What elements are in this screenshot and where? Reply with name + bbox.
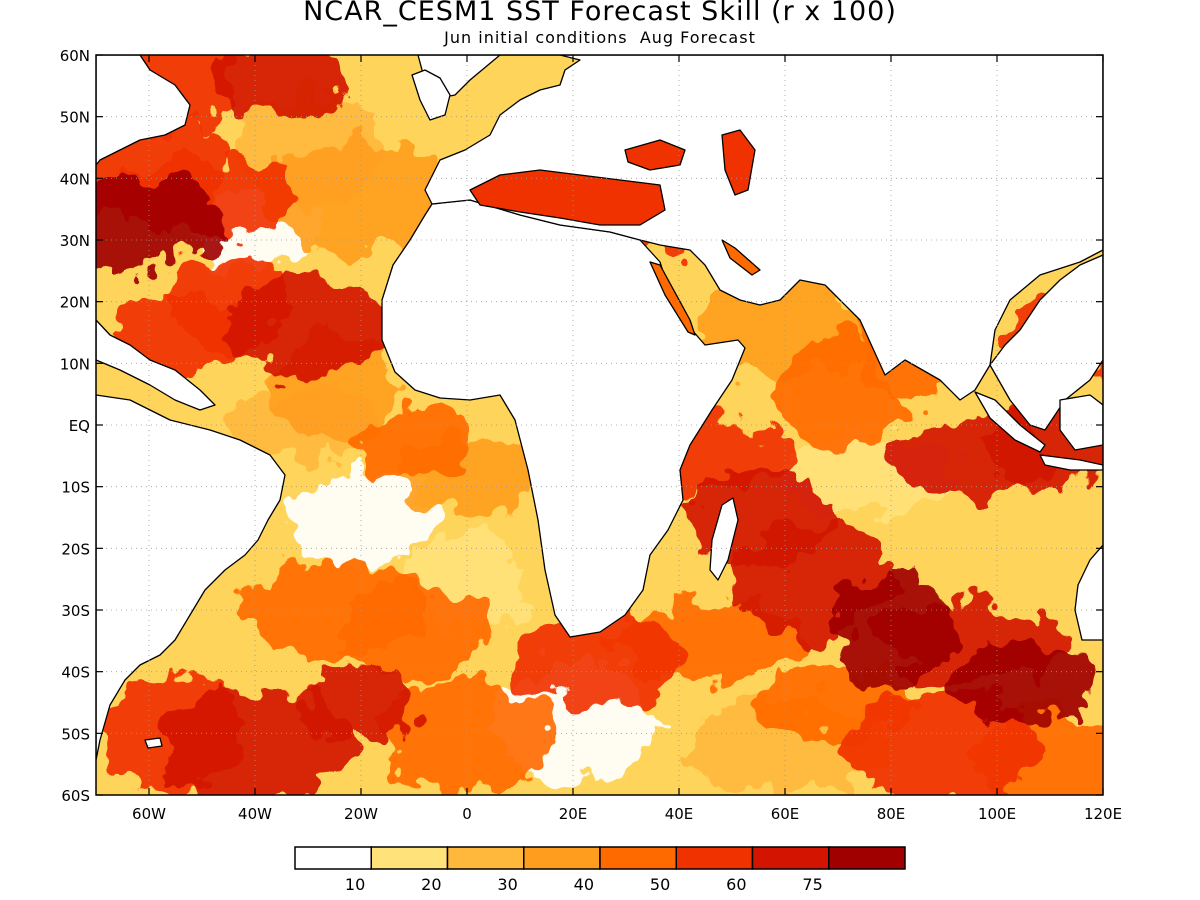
caspian-sea [721,129,756,196]
skill-region [265,138,457,255]
color-bar-segment [370,846,449,870]
lat-tick-label: 20N [60,294,90,312]
lon-tick-label: 60E [771,805,800,823]
lon-tick-label: 120E [1084,805,1122,823]
lat-tick-label: 10N [60,355,90,373]
skill-region [886,417,1055,494]
black-sea [624,139,686,171]
madagascar-landmass [709,497,739,581]
skill-region [289,469,433,566]
skill-region [951,646,1096,722]
indochina-landmass [989,254,1103,431]
central-america-landmass [96,319,216,411]
lat-tick-label: 60N [60,47,90,65]
red-sea [649,261,696,336]
color-bar-label: 60 [726,875,746,894]
color-bar-label: 10 [345,875,365,894]
lon-tick-label: 20W [344,805,378,823]
australia-landmass [1074,544,1103,641]
skill-region [224,278,392,375]
borneo-island [1059,394,1103,451]
skill-region [515,611,684,708]
lat-tick-label: 40S [61,664,90,682]
java-island [1039,454,1103,471]
color-bar-label: 75 [802,875,822,894]
europe-landmass [417,55,1103,401]
color-bar-segment [828,846,906,870]
color-bar-label: 40 [574,875,594,894]
color-bar-segment [599,846,677,870]
lat-tick-label: 30S [61,602,90,620]
color-bar-segment [446,846,525,870]
falkland-islands [144,737,163,749]
chart-subtitle: Jun initial conditions Aug Forecast [444,28,756,47]
skill-region [96,173,219,270]
lat-tick-label: EQ [69,417,90,435]
lat-tick-label: 40N [60,170,90,188]
lat-tick-label: 60S [61,787,90,805]
color-bar: 10 20 30 40 50 60 75 [294,846,906,894]
lat-tick-label: 30N [60,232,90,250]
skill-region [238,562,431,658]
skill-region [301,664,421,741]
lon-tick-label: 40W [238,805,272,823]
south-america-landmass [96,394,286,761]
skill-region [778,336,898,453]
persian-gulf [721,239,761,276]
color-bar-segment [294,846,372,870]
lon-tick-label: 60W [132,805,166,823]
lon-tick-label: 20E [559,805,588,823]
skill-region [354,405,474,482]
color-bar-segment [675,846,754,870]
lat-tick-label: 10S [61,479,90,497]
north-america-landmass [96,55,191,166]
lon-tick-label: 100E [978,805,1016,823]
color-bar-label: 30 [497,875,517,894]
lon-tick-label: 0 [462,805,472,823]
color-bar-label: 50 [650,875,670,894]
lon-tick-label: 40E [665,805,694,823]
skill-region [209,55,354,118]
lon-tick-label: 80E [877,805,906,823]
skill-region [159,687,351,795]
mediterranean-sea [469,169,666,226]
chart-title: NCAR_CESM1 SST Forecast Skill (r x 100) [303,0,897,27]
color-bar-segment [523,846,601,870]
lat-tick-label: 20S [61,540,90,558]
color-bar-segment [751,846,830,870]
lat-tick-label: 50N [60,109,90,127]
lat-tick-label: 50S [61,725,90,743]
sumatra-island [974,391,1046,453]
skill-region [831,570,951,687]
color-bar-label: 20 [421,875,441,894]
british-isles [411,69,451,121]
